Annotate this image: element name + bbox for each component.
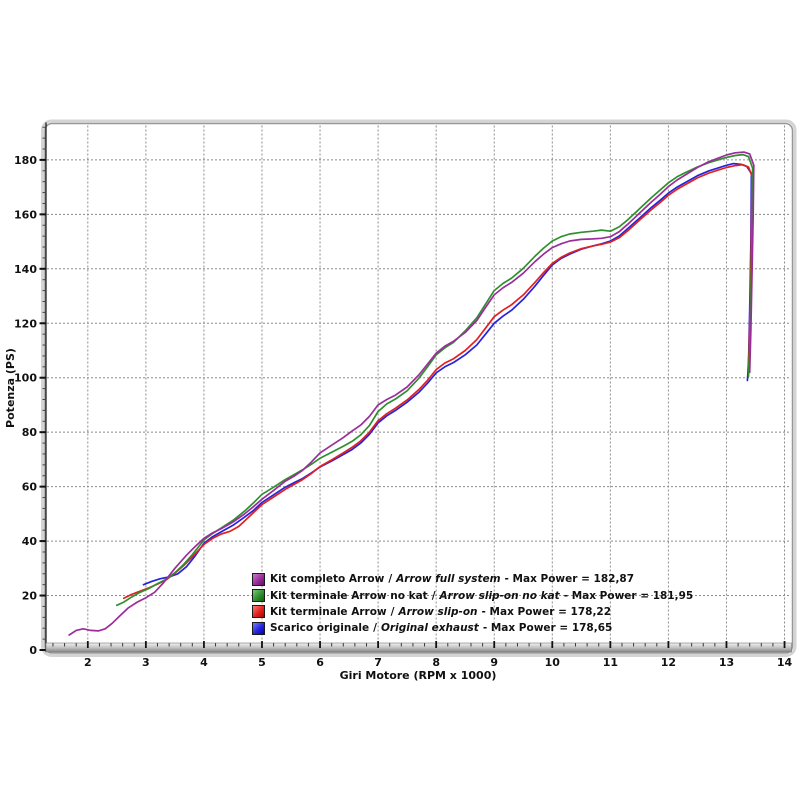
x-axis-title: Giri Motore (RPM x 1000) (340, 669, 497, 682)
x-tick-label: 4 (200, 656, 208, 669)
y-tick-label: 40 (22, 535, 38, 548)
legend-max-power: - Max Power = 178,22 (481, 605, 612, 618)
y-tick-label: 60 (22, 481, 38, 494)
legend-label-english: Original exhaust (380, 622, 479, 635)
legend-item-scarico-originale: Scarico originale / Original exhaust - Max … (252, 620, 693, 636)
x-tick-label: 7 (374, 656, 382, 669)
y-axis-title: Potenza (PS) (4, 348, 17, 428)
x-tick-label: 11 (603, 656, 618, 669)
y-tick-label: 120 (14, 317, 37, 330)
axes: 0 20 40 60 80 100 120 140 160 180 2 3 4 5 6 7 8 9 10 11 12 13… (14, 122, 793, 669)
chart-legend: Kit completo Arrow / Arrow full system - Ma… (252, 571, 693, 637)
legend-label-italian: Kit completo Arrow (270, 573, 385, 586)
legend-separator: / (431, 589, 436, 602)
legend-label-italian: Scarico originale (270, 622, 370, 635)
legend-label-italian: Kit terminale Arrow (270, 605, 387, 618)
legend-swatch-icon-kit-terminale-arrow (252, 605, 265, 619)
legend-max-power: - Max Power = 182,87 (504, 573, 635, 586)
legend-item-kit-terminale-arrow: Kit terminale Arrow / Arrow slip-on - Max P… (252, 604, 693, 620)
x-tick-label: 5 (258, 656, 266, 669)
x-tick-label: 10 (545, 656, 561, 669)
legend-separator: / (373, 622, 377, 635)
x-tick-label: 3 (142, 656, 150, 669)
legend-label-english: Arrow full system (396, 573, 501, 586)
x-tick-label: 9 (490, 656, 498, 669)
x-tick-label: 8 (432, 656, 440, 669)
legend-item-kit-terminale-arrow-no-kat: Kit terminale Arrow no kat / Arrow slip-on… (252, 587, 693, 603)
y-tick-label: 100 (14, 372, 37, 385)
y-tick-label: 80 (22, 426, 38, 439)
legend-separator: / (390, 605, 395, 618)
legend-max-power: - Max Power = 181,95 (563, 589, 694, 602)
series-curves (68, 151, 755, 636)
x-tick-label: 13 (719, 656, 734, 669)
series-line-scarico-originale (142, 162, 753, 586)
legend-swatch-icon-kit-terminale-arrow-no-kat (252, 589, 265, 603)
x-tick-label: 14 (777, 656, 793, 669)
legend-max-power: - Max Power = 178,65 (482, 622, 613, 635)
gridlines (47, 125, 791, 648)
legend-swatch-icon-kit-completo-arrow (252, 572, 265, 586)
y-tick-label: 160 (14, 208, 37, 221)
y-tick-label: 0 (29, 644, 37, 657)
x-tick-label: 2 (84, 656, 92, 669)
x-axis-bar (45, 642, 792, 653)
series-line-kit-completo-arrow (68, 151, 755, 636)
y-tick-label: 20 (22, 590, 38, 603)
x-tick-label: 12 (661, 656, 676, 669)
legend-swatch-icon-scarico-originale (252, 621, 265, 635)
legend-separator: / (388, 573, 393, 586)
legend-item-kit-completo-arrow: Kit completo Arrow / Arrow full system - Ma… (252, 571, 693, 587)
y-tick-label: 140 (14, 263, 37, 276)
y-tick-label: 180 (14, 154, 37, 167)
series-line-kit-terminale-arrow (122, 163, 753, 600)
x-tick-label: 6 (316, 656, 324, 669)
legend-label-english: Arrow slip-on (398, 605, 478, 618)
legend-label-italian: Kit terminale Arrow no kat (270, 589, 428, 602)
legend-label-english: Arrow slip-on no kat (439, 589, 560, 602)
